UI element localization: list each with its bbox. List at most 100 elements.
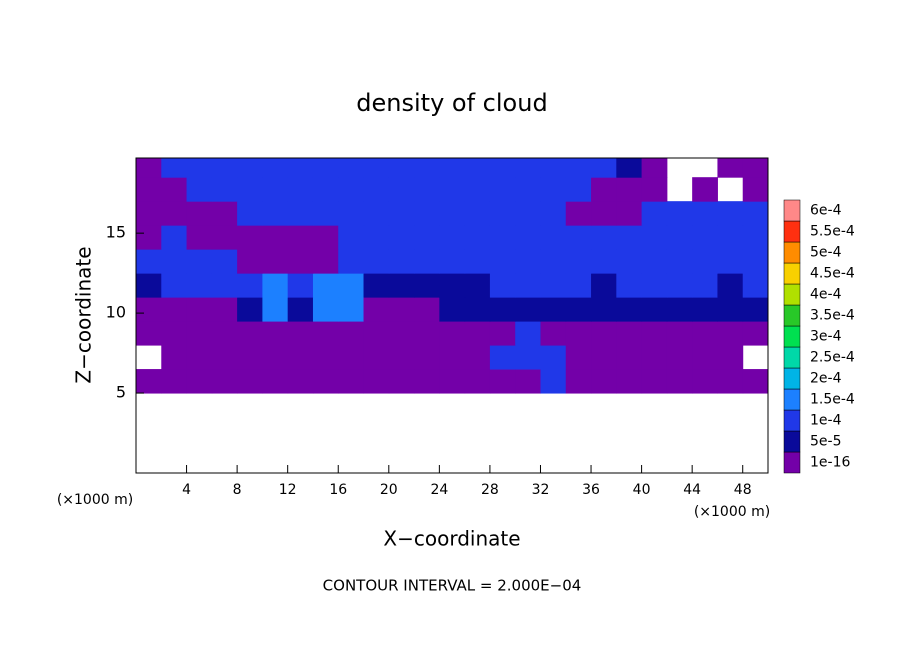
contour-cell bbox=[464, 273, 491, 298]
contour-cell bbox=[186, 177, 213, 202]
colorbar-box bbox=[783, 346, 801, 369]
contour-cell bbox=[312, 177, 339, 202]
contour-cell bbox=[540, 225, 567, 250]
contour-cell bbox=[540, 177, 567, 202]
contour-cell bbox=[287, 297, 314, 322]
contour-cell bbox=[565, 369, 592, 394]
contour-cell bbox=[262, 321, 289, 346]
contour-cell bbox=[540, 345, 567, 370]
contour-cell bbox=[136, 225, 162, 250]
contour-cell bbox=[287, 345, 314, 370]
contour-cell bbox=[136, 369, 162, 394]
contour-cell bbox=[591, 345, 617, 370]
contour-cell bbox=[287, 321, 314, 346]
contour-cell bbox=[540, 369, 567, 394]
contour-cell bbox=[312, 158, 339, 178]
contour-cell bbox=[565, 158, 592, 178]
contour-cell bbox=[186, 158, 213, 178]
contour-cell bbox=[717, 225, 744, 250]
contour-cell bbox=[136, 158, 162, 178]
contour-cell bbox=[692, 369, 718, 394]
contour-cell bbox=[616, 345, 643, 370]
contour-cell bbox=[338, 369, 365, 394]
contour-cell bbox=[136, 321, 162, 346]
contour-cell bbox=[717, 345, 744, 370]
contour-cell bbox=[489, 201, 516, 226]
contour-cell bbox=[489, 369, 516, 394]
contour-cell bbox=[211, 177, 238, 202]
contour-cell bbox=[692, 249, 718, 274]
colorbar-box bbox=[783, 367, 801, 390]
contour-cell bbox=[211, 369, 238, 394]
contour-cell bbox=[414, 369, 440, 394]
contour-cell bbox=[641, 273, 668, 298]
contour-cell bbox=[591, 158, 617, 178]
contour-cell bbox=[237, 249, 263, 274]
contour-cell bbox=[540, 158, 567, 178]
contour-cell bbox=[464, 345, 491, 370]
contour-cell bbox=[237, 321, 263, 346]
contour-cell bbox=[439, 201, 466, 226]
contour-cell bbox=[262, 249, 289, 274]
contour-cell bbox=[742, 225, 768, 250]
contour-cell bbox=[692, 345, 718, 370]
contour-cell bbox=[515, 369, 541, 394]
contour-cell bbox=[666, 321, 693, 346]
contour-cell bbox=[262, 345, 289, 370]
contour-cell bbox=[565, 249, 592, 274]
contour-cell bbox=[565, 225, 592, 250]
contour-cell bbox=[388, 297, 415, 322]
x-tick-label: 40 bbox=[633, 482, 651, 498]
colorbar-box bbox=[783, 325, 801, 348]
contour-cell bbox=[666, 297, 693, 322]
contour-cell bbox=[692, 177, 718, 202]
contour-cell bbox=[515, 158, 541, 178]
contour-cell bbox=[717, 297, 744, 322]
contour-cell bbox=[641, 345, 668, 370]
contour-cell bbox=[287, 225, 314, 250]
contour-cell bbox=[312, 321, 339, 346]
contour-cell bbox=[161, 158, 188, 178]
colorbar-box bbox=[783, 409, 801, 432]
contour-cell bbox=[338, 177, 365, 202]
contour-cell bbox=[312, 369, 339, 394]
contour-cell bbox=[515, 273, 541, 298]
contour-cell bbox=[338, 158, 365, 178]
contour-cell bbox=[363, 321, 390, 346]
contour-cell bbox=[666, 273, 693, 298]
contour-cell bbox=[489, 345, 516, 370]
contour-cell bbox=[338, 321, 365, 346]
contour-cell bbox=[414, 249, 440, 274]
contour-cell bbox=[742, 321, 768, 346]
contour-cell bbox=[287, 158, 314, 178]
contour-cell bbox=[262, 201, 289, 226]
contour-cell bbox=[489, 297, 516, 322]
y-tick-label: 10 bbox=[106, 303, 126, 322]
x-tick-label: 8 bbox=[233, 482, 242, 498]
contour-cell bbox=[540, 321, 567, 346]
x-unit: (×1000 m) bbox=[694, 504, 770, 520]
colorbar-label: 1e-4 bbox=[810, 413, 842, 429]
contour-cell bbox=[591, 297, 617, 322]
contour-cell bbox=[717, 158, 744, 178]
contour-cell bbox=[363, 249, 390, 274]
contour-cell bbox=[287, 369, 314, 394]
contour-cell bbox=[439, 297, 466, 322]
contour-cell bbox=[312, 273, 339, 298]
contour-cell bbox=[464, 225, 491, 250]
contour-cell bbox=[237, 297, 263, 322]
contour-cell bbox=[136, 201, 162, 226]
contour-cell bbox=[742, 273, 768, 298]
contour-cell bbox=[161, 201, 188, 226]
contour-cell bbox=[338, 201, 365, 226]
contour-cell bbox=[515, 201, 541, 226]
contour-cell bbox=[338, 249, 365, 274]
colorbar-label: 6e-4 bbox=[810, 203, 842, 219]
contour-cell bbox=[489, 158, 516, 178]
contour-cell bbox=[363, 201, 390, 226]
contour-cell bbox=[211, 249, 238, 274]
x-tick-label: 12 bbox=[279, 482, 297, 498]
contour-cell bbox=[262, 158, 289, 178]
contour-cell bbox=[717, 369, 744, 394]
x-axis-label: X−coordinate bbox=[383, 527, 520, 551]
